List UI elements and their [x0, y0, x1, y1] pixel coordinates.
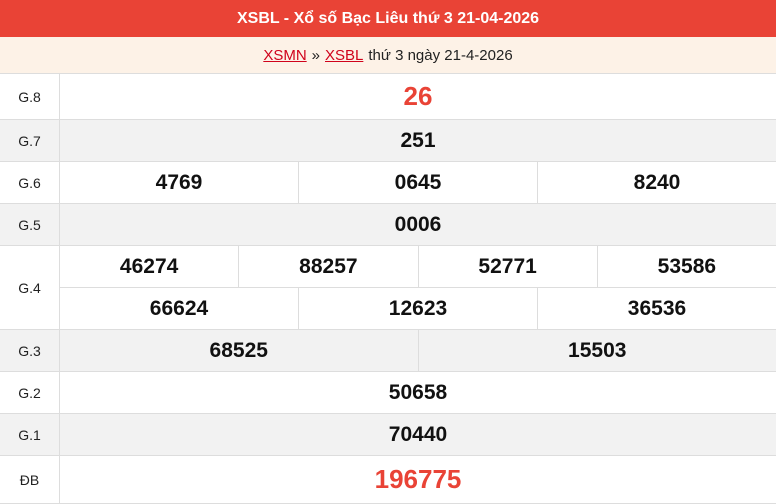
breadcrumb: XSMN » XSBL thứ 3 ngày 21-4-2026: [0, 37, 776, 74]
prize-label: G.1: [0, 414, 60, 455]
page-title: XSBL - Xổ số Bạc Liêu thứ 3 21-04-2026: [0, 0, 776, 37]
prize-row: G.7 251: [0, 120, 776, 162]
prize-row: ĐB 196775: [0, 456, 776, 504]
prize-row: G.8 26: [0, 74, 776, 120]
prize-number: 8240: [537, 162, 776, 203]
results-table: G.8 26 G.7 251 G.6 4769 0645 8240 G.5 0006 G.4 4627…: [0, 74, 776, 504]
prize-label: G.8: [0, 74, 60, 119]
prize-row: G.6 4769 0645 8240: [0, 162, 776, 204]
prize-number: 52771: [417, 246, 597, 287]
breadcrumb-text: thứ 3 ngày 21-4-2026: [368, 46, 513, 64]
prize-row: G.1 70440: [0, 414, 776, 456]
prize-number: 0645: [298, 162, 537, 203]
prize-label: G.4: [0, 246, 60, 329]
prize-number: 53586: [596, 246, 776, 287]
special-prize-number: 196775: [374, 464, 462, 494]
prize-label: G.7: [0, 120, 60, 161]
prize-number: 26: [403, 81, 433, 111]
prize-number: 66624: [149, 296, 209, 320]
breadcrumb-link-xsmn[interactable]: XSMN: [263, 46, 307, 64]
prize-label: G.2: [0, 372, 60, 413]
prize-number: 68525: [209, 338, 268, 362]
prize-number: 4769: [155, 170, 203, 194]
prize-number: 0006: [394, 212, 442, 236]
prize-row: G.2 50658: [0, 372, 776, 414]
prize-number: 251: [400, 128, 436, 152]
prize-number: 50658: [388, 380, 448, 404]
breadcrumb-separator: »: [311, 46, 320, 64]
prize-label: G.6: [0, 162, 60, 203]
prize-number: 36536: [537, 288, 776, 329]
prize-number: 46274: [119, 254, 179, 278]
breadcrumb-link-xsbl[interactable]: XSBL: [325, 46, 364, 64]
prize-label: ĐB: [0, 456, 60, 503]
prize-row: G.3 68525 15503: [0, 330, 776, 372]
prize-row: G.5 0006: [0, 204, 776, 246]
prize-label: G.3: [0, 330, 60, 371]
prize-row: G.4 46274 88257 52771 53586 66624 12623 36536: [0, 246, 776, 330]
prize-number: 70440: [388, 422, 448, 446]
prize-number: 12623: [298, 288, 537, 329]
prize-label: G.5: [0, 204, 60, 245]
prize-number: 15503: [417, 330, 776, 371]
prize-number: 88257: [238, 246, 417, 287]
